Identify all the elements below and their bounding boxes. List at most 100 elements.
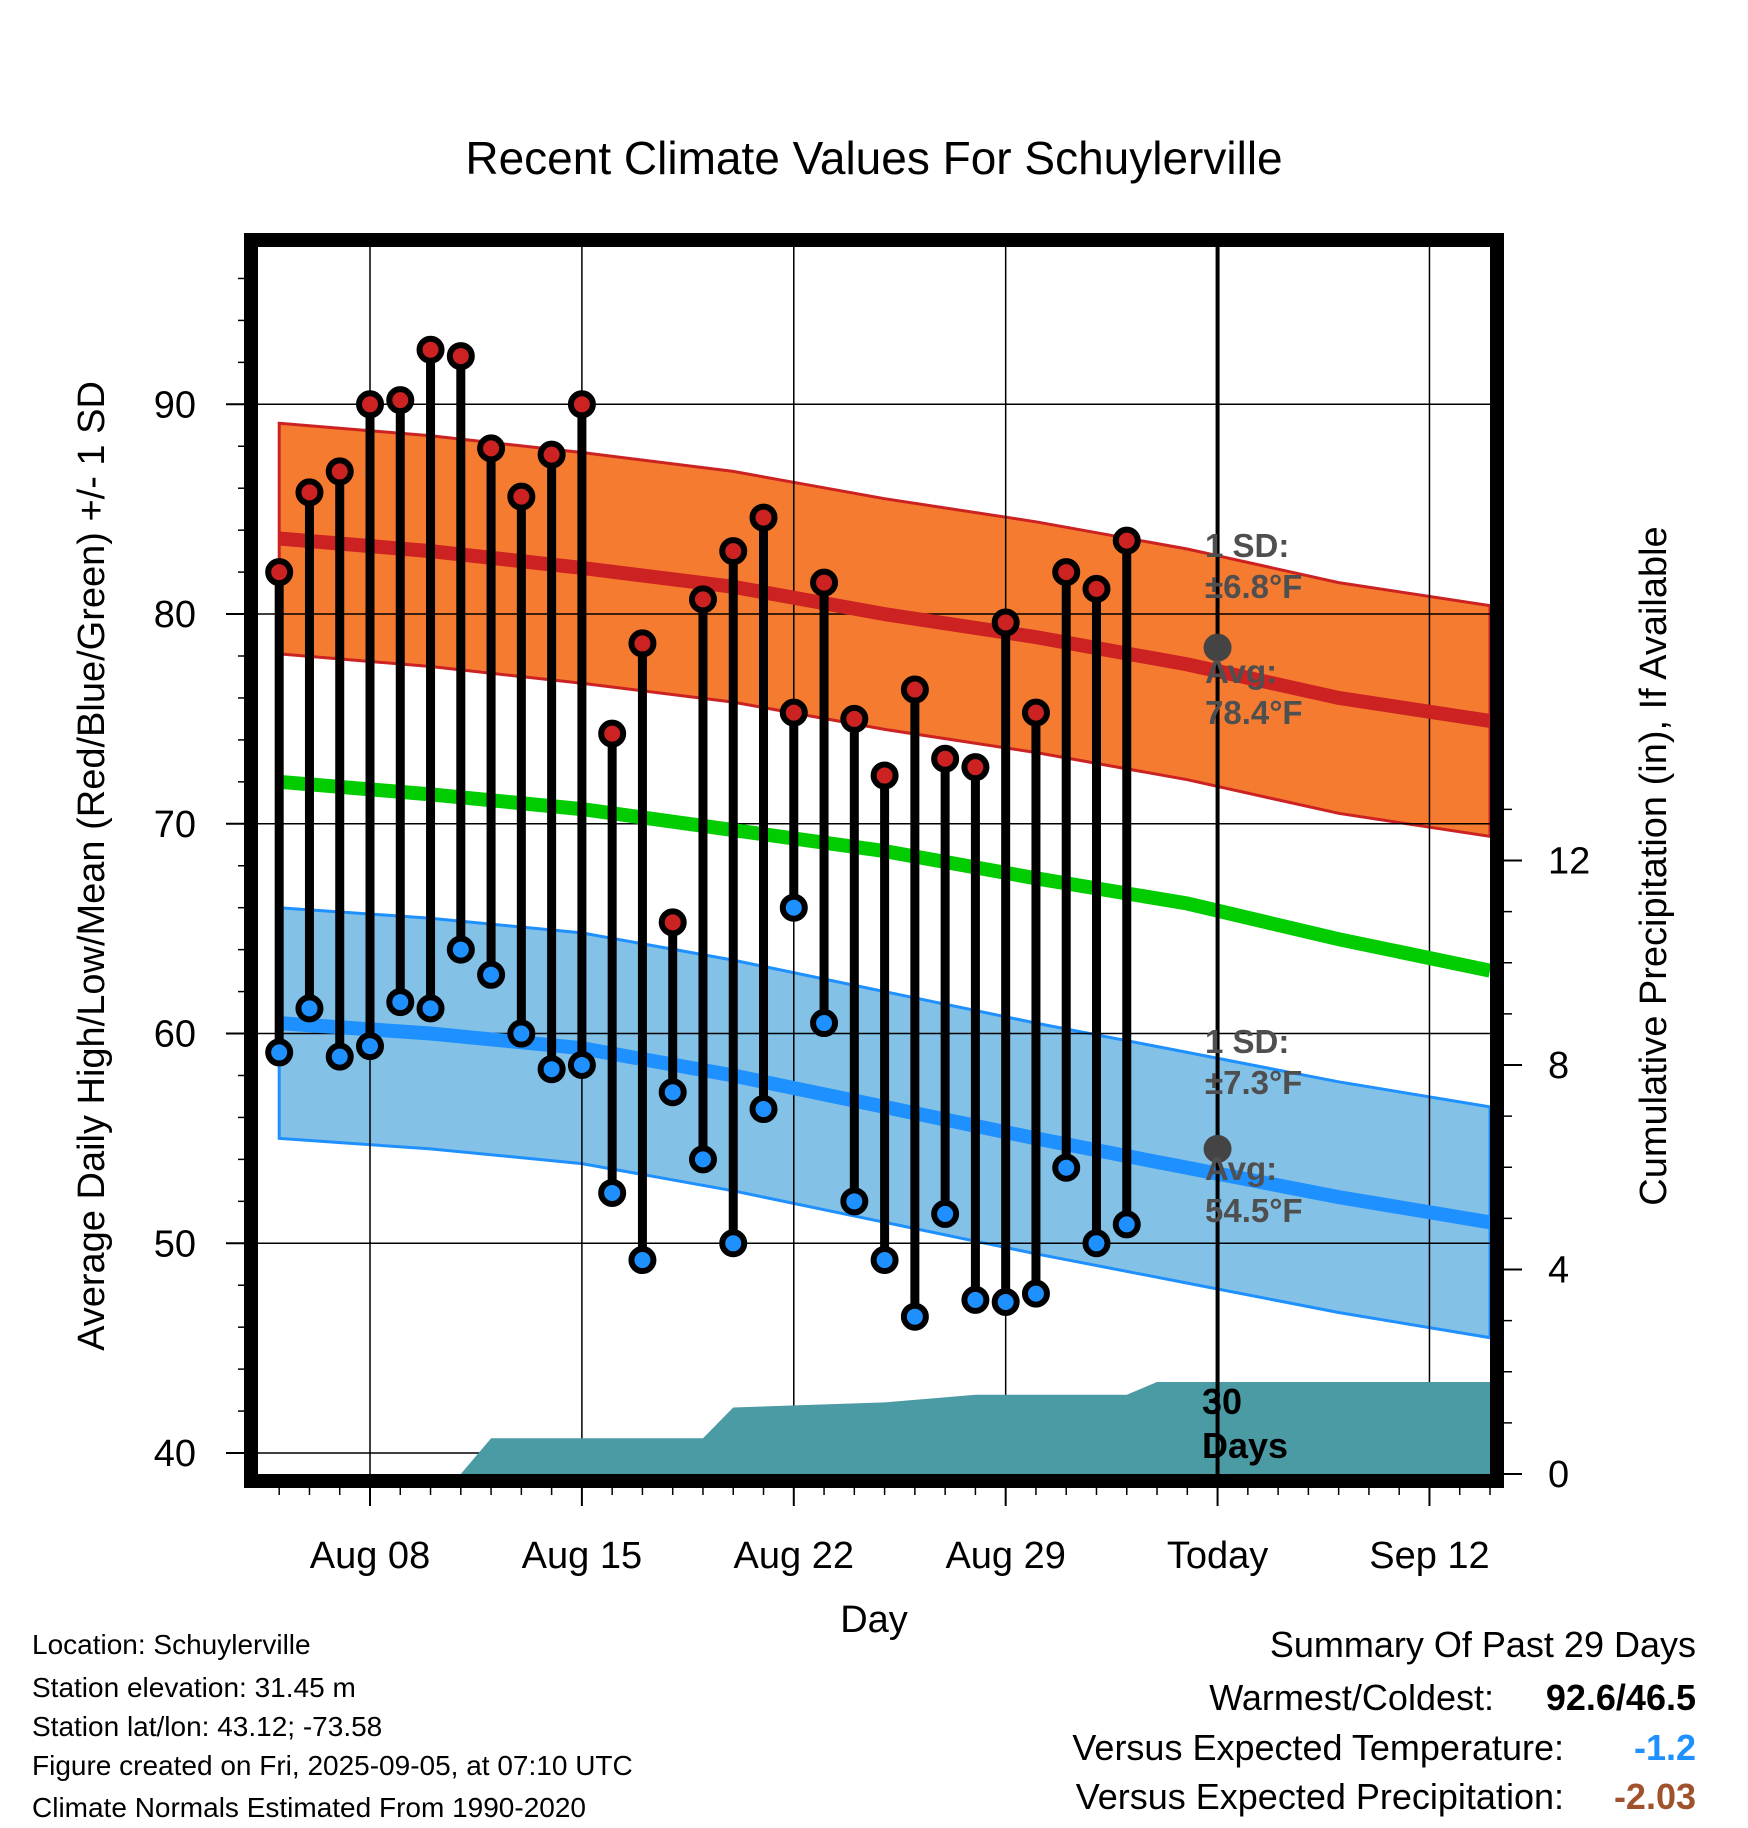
- plot-frame: [244, 233, 1504, 1488]
- y-tick-label: 80: [154, 594, 196, 636]
- y-tick-label: 60: [154, 1014, 196, 1056]
- obs-low-point: [688, 1145, 717, 1174]
- x-tick-label: Sep 12: [1369, 1535, 1489, 1577]
- summary-panel: Summary Of Past 29 Days Warmest/Coldest:…: [1072, 1624, 1696, 1817]
- observation-group: [265, 335, 1141, 1331]
- meta-location: Location: Schuylerville: [32, 1629, 311, 1660]
- meta-elevation: Station elevation: 31.45 m: [32, 1672, 356, 1703]
- obs-low-point: [1052, 1153, 1081, 1182]
- x-tick-label: Today: [1167, 1535, 1268, 1577]
- y2-axis: 0 4 8 12: [1504, 808, 1590, 1496]
- summary-precip-label: Versus Expected Precipitation:: [1076, 1776, 1564, 1817]
- obs-high-point: [870, 761, 899, 790]
- obs-high-point: [688, 585, 717, 614]
- y2-tick-label: 8: [1548, 1045, 1569, 1087]
- obs-high-point: [1112, 526, 1141, 555]
- obs-low-point: [749, 1095, 778, 1124]
- obs-high-point: [719, 537, 748, 566]
- obs-low-point: [446, 935, 475, 964]
- obs-low-point: [719, 1229, 748, 1258]
- y-axis-title: Average Daily High/Low/Mean (Red/Blue/Gr…: [71, 381, 113, 1351]
- high-avg-value: 78.4°F: [1205, 694, 1303, 731]
- obs-high-point: [356, 390, 384, 419]
- obs-high-point: [265, 558, 294, 587]
- x-tick-label: Aug 22: [734, 1535, 854, 1577]
- precip-area-group: [460, 1382, 1490, 1474]
- obs-low-point: [961, 1285, 990, 1314]
- x-axis-title: Day: [840, 1599, 908, 1641]
- today-high-marker: [1203, 633, 1232, 662]
- obs-high-point: [961, 753, 990, 782]
- obs-high-point: [416, 335, 445, 364]
- obs-high-point: [779, 698, 808, 727]
- obs-low-point: [991, 1288, 1020, 1317]
- obs-low-point: [900, 1302, 929, 1331]
- obs-high-point: [900, 675, 929, 704]
- low-sd-value: ±7.3°F: [1205, 1064, 1302, 1101]
- low-avg-value: 54.5°F: [1205, 1192, 1303, 1229]
- obs-low-point: [477, 960, 506, 989]
- y-tick-label: 50: [154, 1223, 196, 1265]
- y2-axis-title: Cumulative Precipitation (in), If Availa…: [1633, 526, 1675, 1205]
- annotation-group: 1 SD: ±6.8°F Avg: 78.4°F 1 SD: ±7.3°F Av…: [1202, 527, 1303, 1466]
- x-tick-label: Aug 15: [522, 1535, 642, 1577]
- high-avg-line: [278, 531, 1490, 728]
- obs-high-point: [295, 478, 324, 507]
- days-number: 30: [1202, 1381, 1242, 1422]
- precip-area: [460, 1382, 1490, 1474]
- obs-high-point: [810, 568, 839, 597]
- obs-low-point: [1021, 1279, 1050, 1308]
- summary-title: Summary Of Past 29 Days: [1270, 1624, 1696, 1665]
- obs-high-point: [840, 704, 869, 733]
- obs-high-point: [1021, 698, 1050, 727]
- low-avg-label: Avg:: [1205, 1150, 1277, 1187]
- obs-low-point: [931, 1199, 960, 1228]
- y-tick-label: 40: [154, 1433, 196, 1475]
- obs-low-point: [840, 1187, 869, 1216]
- obs-high-point: [749, 503, 778, 532]
- obs-high-point: [567, 390, 596, 419]
- obs-high-point: [537, 440, 566, 469]
- high-sd-value: ±6.8°F: [1205, 568, 1302, 605]
- obs-low-point: [810, 1009, 839, 1038]
- x-tick-label: Aug 29: [945, 1535, 1065, 1577]
- low-sd-label: 1 SD:: [1205, 1023, 1289, 1060]
- obs-high-point: [1052, 558, 1081, 587]
- obs-high-point: [507, 482, 536, 511]
- obs-low-point: [295, 994, 324, 1023]
- obs-low-point: [1082, 1229, 1111, 1258]
- obs-low-point: [628, 1246, 657, 1275]
- y2-tick-label: 0: [1548, 1454, 1569, 1496]
- summary-precip-value: -2.03: [1614, 1776, 1696, 1817]
- today-low-marker: [1203, 1134, 1232, 1163]
- plot-border: [244, 233, 1504, 1488]
- obs-high-point: [1082, 574, 1111, 603]
- summary-warmest-label: Warmest/Coldest:: [1209, 1677, 1494, 1718]
- obs-high-point: [628, 629, 657, 658]
- y-tick-label: 90: [154, 384, 196, 426]
- meta-created: Figure created on Fri, 2025-09-05, at 07…: [32, 1750, 633, 1781]
- high-avg-label: Avg:: [1205, 653, 1277, 690]
- obs-high-point: [386, 386, 415, 415]
- obs-low-point: [265, 1038, 294, 1067]
- x-tick-label: Aug 08: [310, 1535, 430, 1577]
- summary-warmest-value: 92.6/46.5: [1546, 1677, 1696, 1718]
- obs-high-point: [446, 342, 475, 371]
- obs-low-point: [567, 1051, 596, 1079]
- high-sd-label: 1 SD:: [1205, 527, 1289, 564]
- obs-low-point: [537, 1055, 566, 1084]
- y2-tick-label: 4: [1548, 1250, 1569, 1292]
- obs-low-point: [598, 1178, 627, 1207]
- summary-temp-value: -1.2: [1634, 1727, 1696, 1768]
- obs-low-point: [507, 1019, 536, 1048]
- meta-normals: Climate Normals Estimated From 1990-2020: [32, 1792, 586, 1823]
- obs-high-point: [477, 434, 506, 463]
- obs-high-point: [658, 908, 687, 937]
- station-metadata: Location: Schuylerville Station elevatio…: [32, 1629, 633, 1823]
- obs-low-point: [416, 994, 445, 1023]
- obs-high-point: [991, 608, 1020, 637]
- chart-title: Recent Climate Values For Schuylerville: [465, 132, 1282, 184]
- obs-high-point: [325, 457, 354, 486]
- obs-low-point: [779, 893, 808, 922]
- today-line-group: [1203, 247, 1232, 1474]
